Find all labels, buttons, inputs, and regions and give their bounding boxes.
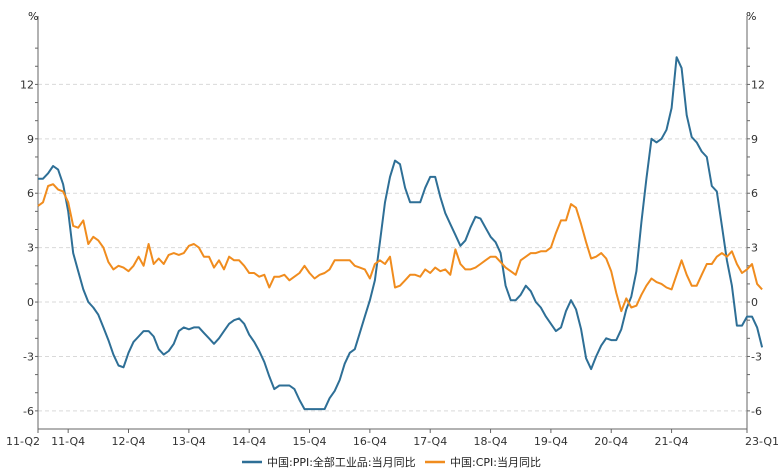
x-tick-label: 15-Q4 bbox=[293, 435, 327, 448]
legend-label: 中国:PPI:全部工业品:当月同比 bbox=[267, 455, 416, 469]
legend-item-cpi: 中国:CPI:当月同比 bbox=[425, 455, 541, 469]
legend-label: 中国:CPI:当月同比 bbox=[450, 455, 541, 469]
y-tick-label-left: 9 bbox=[27, 133, 34, 146]
y-tick-label-right: 12 bbox=[751, 78, 765, 91]
gridlines bbox=[38, 83, 747, 412]
x-tick-label: 21-Q4 bbox=[655, 435, 689, 448]
y-tick-label-right: -6 bbox=[751, 405, 762, 418]
x-tick-label: 11-Q4 bbox=[51, 435, 85, 448]
left-axis-unit: % bbox=[28, 10, 38, 23]
axes: -6 -6 -3 -3 0 0 3 3 6 6 9 9 12 12 11-Q2 11-Q4 12-Q4 13-Q4… bbox=[6, 16, 779, 448]
y-tick-label-right: 9 bbox=[751, 133, 758, 146]
x-tick-label: 18-Q4 bbox=[474, 435, 508, 448]
ppi-series-line bbox=[38, 56, 764, 411]
y-tick-label-right: 6 bbox=[751, 187, 758, 200]
x-tick-label: 17-Q4 bbox=[413, 435, 447, 448]
x-tick-label: 13-Q4 bbox=[172, 435, 206, 448]
x-tick-label: 23-Q1 bbox=[745, 435, 779, 448]
right-axis-unit: % bbox=[746, 10, 756, 23]
legend: 中国:PPI:全部工业品:当月同比 中国:CPI:当月同比 bbox=[242, 455, 541, 469]
y-tick-label-left: 3 bbox=[27, 242, 34, 255]
y-tick-label-left: 0 bbox=[27, 296, 34, 309]
y-tick-label-left: 12 bbox=[20, 78, 34, 91]
y-tick-label-right: -3 bbox=[751, 350, 762, 363]
x-tick-label: 14-Q4 bbox=[232, 435, 266, 448]
x-tick-label: 12-Q4 bbox=[111, 435, 145, 448]
legend-item-ppi: 中国:PPI:全部工业品:当月同比 bbox=[242, 455, 416, 469]
y-tick-label-right: 0 bbox=[751, 296, 758, 309]
y-tick-label-left: 6 bbox=[27, 187, 34, 200]
y-tick-label-left: -3 bbox=[23, 350, 34, 363]
x-tick-label: 16-Q4 bbox=[353, 435, 387, 448]
series-lines bbox=[37, 56, 764, 411]
x-tick-label: 20-Q4 bbox=[594, 435, 628, 448]
y-tick-label-left: -6 bbox=[23, 405, 34, 418]
cpi-series-line bbox=[37, 183, 763, 313]
y-tick-label-right: 3 bbox=[751, 242, 758, 255]
x-tick-label: 19-Q4 bbox=[534, 435, 568, 448]
x-tick-label: 11-Q2 bbox=[6, 435, 40, 448]
